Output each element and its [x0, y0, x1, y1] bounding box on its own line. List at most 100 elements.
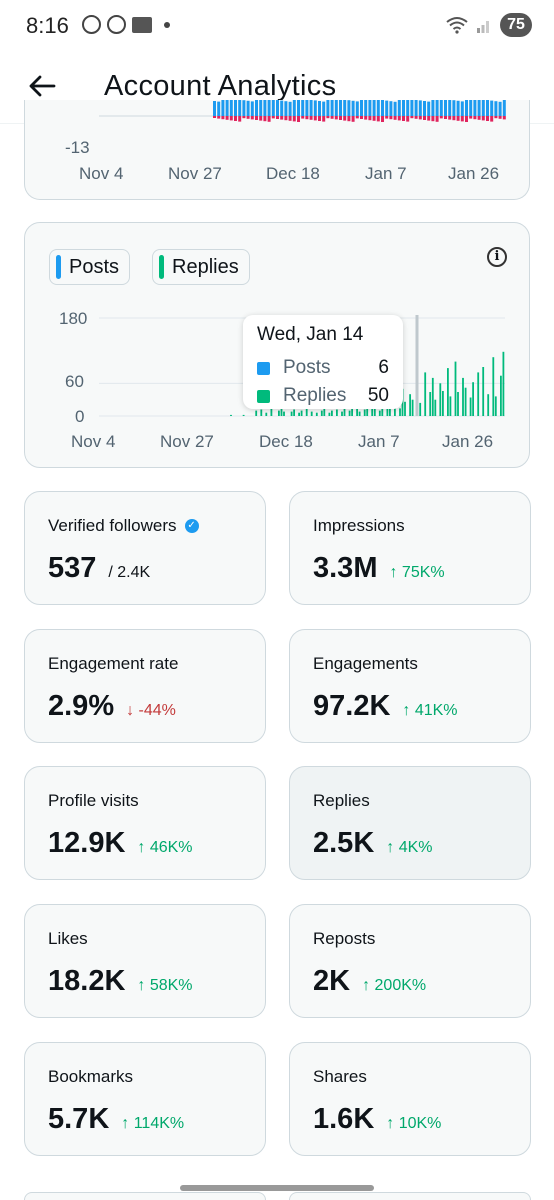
replies-bar — [323, 408, 326, 416]
metric-label: Reposts — [313, 929, 376, 948]
replies-bar — [419, 402, 422, 416]
metric-replies[interactable]: Replies 2.5K ↑ 4K% — [289, 766, 531, 880]
more-notifications-dot-icon — [164, 21, 170, 28]
impressions-bar — [486, 100, 489, 116]
replies-bar — [336, 409, 338, 416]
negative-bar — [217, 116, 221, 119]
replies-bar — [399, 408, 401, 416]
legend-replies-toggle[interactable]: Replies — [152, 249, 250, 285]
replies-bar — [454, 361, 457, 416]
back-button[interactable] — [24, 68, 60, 104]
negative-bar — [347, 116, 351, 122]
impressions-bar — [494, 101, 498, 116]
replies-bar — [280, 408, 283, 416]
page-title: Account Analytics — [104, 70, 337, 102]
metric-value: 537 — [48, 552, 97, 584]
negative-bar — [343, 116, 347, 121]
x-tick-label: Jan 26 — [442, 432, 494, 451]
impressions-bar — [397, 100, 401, 116]
tooltip-series-value: 50 — [367, 385, 389, 406]
metric-value-row: 1.6K ↑ 10K% — [313, 1103, 441, 1136]
posts-replies-chart[interactable] — [25, 223, 531, 469]
impressions-bar — [385, 100, 389, 116]
replies-bar — [315, 412, 318, 416]
negative-bar — [481, 116, 485, 121]
replies-bar — [447, 368, 449, 416]
negative-bar — [288, 116, 292, 121]
metric-profile-visits[interactable]: Profile visits 12.9K ↑ 46K% — [24, 766, 266, 880]
impressions-bar — [498, 101, 502, 116]
impressions-bar — [439, 100, 443, 116]
metric-value-row: 12.9K ↑ 46K% — [48, 827, 193, 860]
tooltip-row-replies: Replies 50 — [257, 382, 389, 410]
impressions-bar — [318, 101, 321, 116]
metric-change: ↑ 75K% — [389, 564, 445, 581]
negative-bar — [280, 116, 284, 120]
negative-bar — [267, 116, 271, 122]
impressions-bar — [347, 100, 351, 116]
impressions-bar — [452, 100, 456, 116]
metric-engagement-rate[interactable]: Engagement rate 2.9% ↓ -44% — [24, 629, 266, 743]
negative-bar — [309, 116, 313, 120]
metric-value: 12.9K — [48, 827, 126, 859]
replies-bar — [341, 411, 343, 416]
impressions-bar — [351, 100, 355, 116]
replies-bar — [328, 412, 331, 416]
negative-bar — [351, 116, 355, 122]
replies-bar — [442, 391, 444, 416]
replies-bar — [404, 401, 406, 416]
impressions-bar — [213, 101, 216, 116]
negative-bar — [452, 116, 456, 121]
replies-bar — [494, 396, 497, 416]
negative-bar — [490, 116, 494, 122]
impressions-bar — [309, 100, 313, 116]
metric-likes[interactable]: Likes 18.2K ↑ 58K% — [24, 904, 266, 1018]
metric-value-row: 3.3M ↑ 75K% — [313, 552, 445, 585]
negative-bar — [486, 116, 489, 121]
home-indicator[interactable] — [180, 1185, 374, 1191]
negative-bar — [297, 116, 300, 122]
metric-value: 2K — [313, 965, 351, 997]
chart-tooltip: Wed, Jan 14 Posts 6 Replies 50 — [243, 315, 403, 409]
negative-bar — [456, 116, 460, 121]
metric-bookmarks[interactable]: Bookmarks 5.7K ↑ 114K% — [24, 1042, 266, 1156]
replies-bar — [331, 410, 333, 416]
metric-card-peek — [24, 1192, 266, 1200]
metric-label: Bookmarks — [48, 1067, 134, 1086]
impressions-bar — [444, 100, 447, 116]
replies-bar — [290, 411, 293, 416]
y-tick-label: 60 — [65, 372, 84, 391]
metric-impressions[interactable]: Impressions 3.3M ↑ 75K% — [289, 491, 531, 605]
info-icon[interactable]: i — [487, 247, 507, 267]
negative-bar — [313, 116, 317, 121]
x-tick-label: Dec 18 — [266, 164, 320, 183]
replies-bar — [389, 402, 391, 416]
negative-bar — [444, 116, 447, 119]
impressions-bar — [276, 100, 279, 116]
metric-value: 97.2K — [313, 690, 391, 722]
replies-square-icon — [257, 389, 270, 403]
replies-bar — [500, 375, 502, 416]
replies-bar — [462, 377, 464, 416]
metric-label-row: Verified followers ✓ — [48, 516, 199, 536]
negative-bar — [465, 116, 468, 122]
metric-value: 1.6K — [313, 1103, 375, 1135]
status-time: 8:16 — [26, 13, 69, 38]
replies-bar — [366, 405, 369, 416]
impressions-bar — [301, 100, 305, 116]
impressions-bar — [431, 100, 435, 116]
legend-posts-toggle[interactable]: Posts — [49, 249, 131, 285]
negative-bar — [406, 116, 410, 122]
impressions-bar — [339, 100, 342, 116]
metric-verified-followers[interactable]: Verified followers ✓ 537 / 2.4K — [24, 491, 266, 605]
replies-bar — [351, 408, 353, 416]
replies-bar — [305, 408, 308, 416]
metric-shares[interactable]: Shares 1.6K ↑ 10K% — [289, 1042, 531, 1156]
impressions-bar — [376, 100, 380, 116]
negative-bar — [263, 116, 267, 122]
metric-engagements[interactable]: Engagements 97.2K ↑ 41K% — [289, 629, 531, 743]
impressions-bar — [288, 101, 292, 116]
negative-bar — [427, 116, 431, 121]
impressions-bar — [330, 100, 334, 116]
metric-reposts[interactable]: Reposts 2K ↑ 200K% — [289, 904, 531, 1018]
